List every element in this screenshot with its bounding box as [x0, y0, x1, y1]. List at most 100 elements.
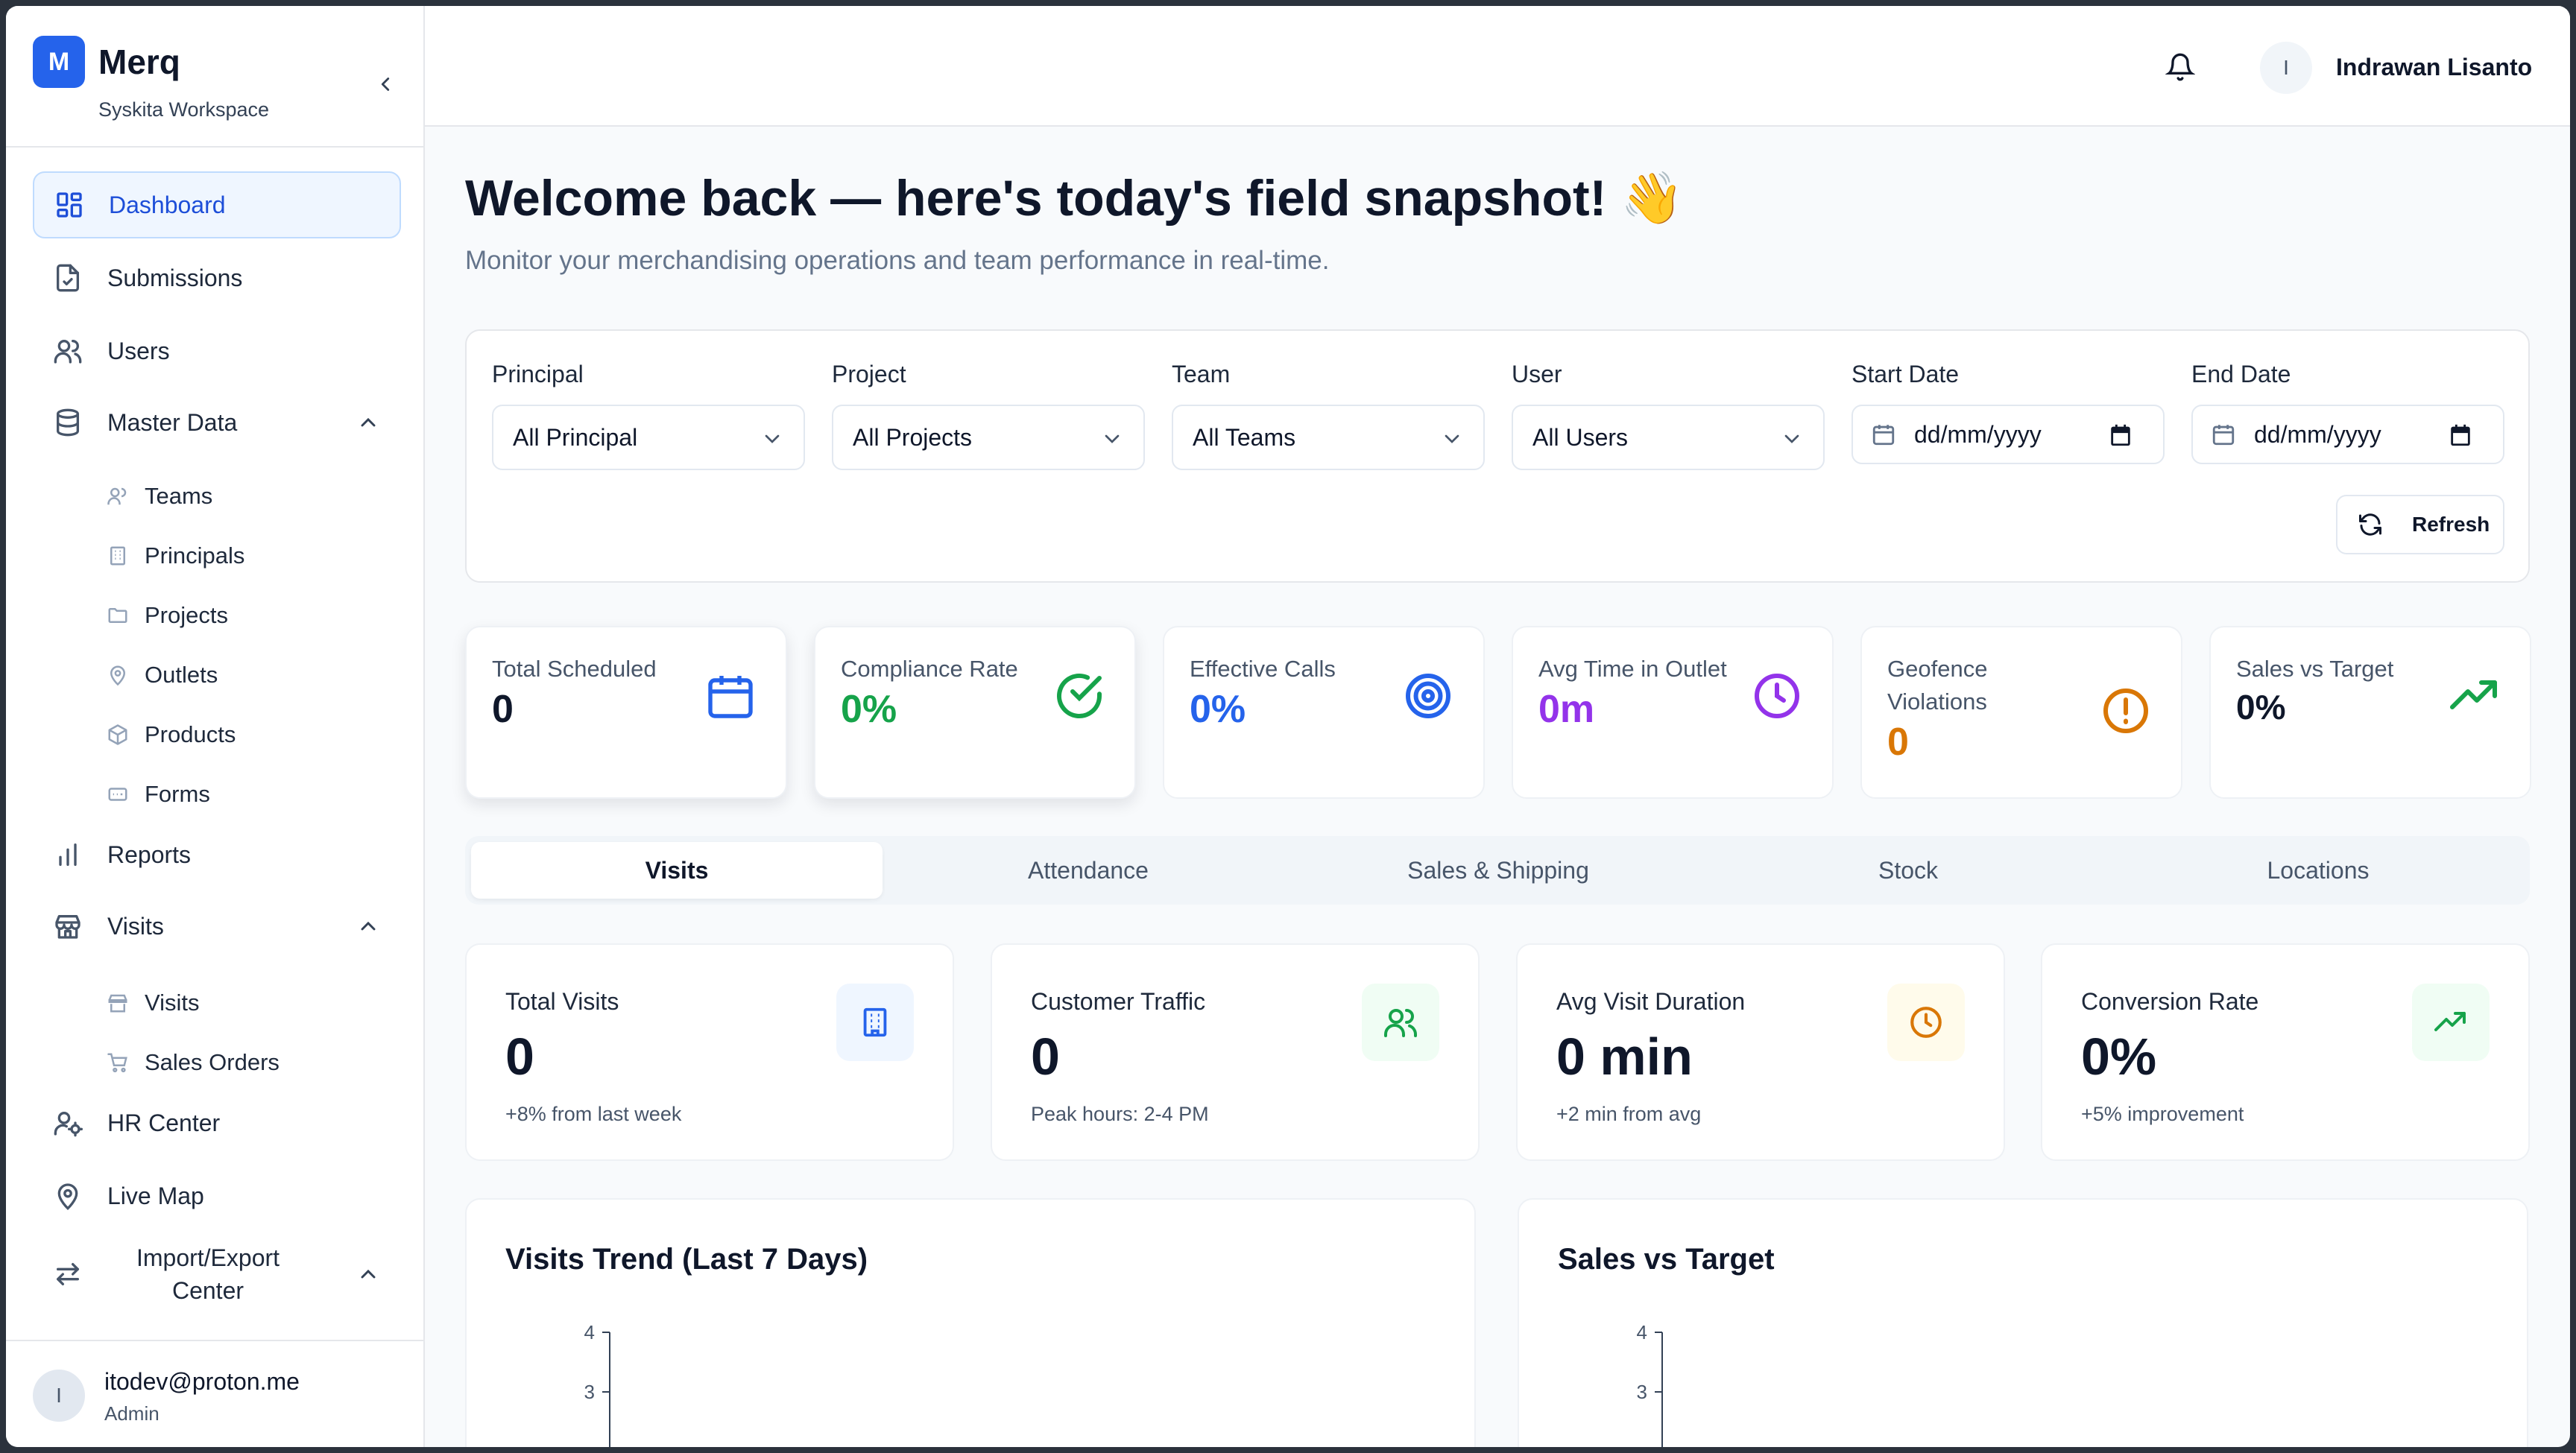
project-select[interactable]: All Projects [832, 405, 1145, 470]
kpi-card-sales-vs-target: Sales vs Target 0% [2209, 626, 2531, 799]
bar-chart-icon [51, 838, 85, 872]
trending-up-icon [2434, 1012, 2466, 1031]
stat-card-avg-visit-duration: Avg Visit Duration 0 min +2 min from avg [1516, 943, 2005, 1161]
sidebar-item-dashboard[interactable]: Dashboard [33, 171, 401, 238]
sidebar-subitem-label: Principals [145, 542, 245, 569]
calendar-picker-icon[interactable] [2448, 422, 2473, 448]
stat-value: 0 [505, 1028, 534, 1086]
sidebar-subitem-teams[interactable]: Teams [104, 474, 402, 519]
y-tick-label: 3 [584, 1381, 595, 1403]
start-date-input[interactable]: dd/mm/yyyy [1852, 405, 2165, 464]
kpi-title: Effective Calls [1190, 656, 1336, 682]
stat-subtext: +5% improvement [2081, 1103, 2244, 1125]
sidebar-subitem-projects[interactable]: Projects [104, 593, 402, 638]
filter-label: Project [832, 361, 906, 387]
sidebar-subitem-sales-orders[interactable]: Sales Orders [104, 1040, 402, 1085]
stat-icon-box [1887, 984, 1965, 1061]
refresh-button[interactable]: Refresh [2336, 495, 2504, 554]
sidebar-subitem-visits[interactable]: Visits [104, 981, 402, 1025]
dashboard-grid-icon [52, 188, 86, 222]
sidebar-item-hr-center[interactable]: HR Center [33, 1089, 401, 1156]
tab-attendance[interactable]: Attendance [1028, 856, 1149, 884]
user-select[interactable]: All Users [1512, 405, 1825, 470]
sidebar-subitem-forms[interactable]: Forms [104, 772, 402, 817]
filter-end-date: End Date dd/mm/yyyy [2191, 361, 2504, 464]
kpi-value: 0m [1538, 688, 1595, 731]
sidebar-item-users[interactable]: Users [33, 317, 401, 384]
map-pin-icon [51, 1179, 85, 1213]
y-tick-label: 4 [584, 1321, 595, 1343]
calendar-picker-icon[interactable] [2108, 422, 2133, 448]
sidebar-user-footer[interactable]: I itodev@proton.me Admin [6, 1340, 423, 1447]
sidebar-subitem-label: Teams [145, 483, 213, 509]
building-icon [104, 542, 131, 569]
tab-locations[interactable]: Locations [2267, 856, 2370, 884]
sidebar-subitem-label: Outlets [145, 662, 218, 688]
sidebar-item-master-data[interactable]: Master Data [33, 389, 401, 456]
stat-row: Total Visits 0 +8% from last week Custom… [465, 943, 2530, 1161]
stat-value: 0% [2081, 1028, 2157, 1086]
stat-icon-box [2412, 984, 2490, 1061]
topbar: I Indrawan Lisanto [425, 6, 2570, 127]
tab-stock[interactable]: Stock [1878, 856, 1939, 884]
brand-logo: M [33, 36, 85, 88]
sidebar-item-label: Dashboard [109, 191, 226, 218]
user-name[interactable]: Indrawan Lisanto [2336, 54, 2533, 80]
chart-card-visits-trend: Visits Trend (Last 7 Days) 4 3 [465, 1198, 1476, 1447]
avatar[interactable]: I [2260, 42, 2312, 94]
sidebar-item-live-map[interactable]: Live Map [33, 1162, 401, 1229]
filter-start-date: Start Date dd/mm/yyyy [1852, 361, 2165, 464]
calendar-icon [708, 676, 753, 718]
filter-label: End Date [2191, 361, 2291, 387]
sidebar-subitem-principals[interactable]: Principals [104, 534, 402, 578]
stat-title: Total Visits [505, 988, 619, 1015]
stat-subtext: +2 min from avg [1556, 1103, 1702, 1125]
select-value: All Teams [1193, 423, 1296, 451]
sidebar-subitem-outlets[interactable]: Outlets [104, 653, 402, 697]
select-value: All Principal [513, 423, 638, 451]
filter-project: Project All Projects [832, 361, 1145, 470]
sidebar: M Merq Syskita Workspace Dashboard Submi… [6, 6, 425, 1447]
bell-icon [2165, 53, 2196, 81]
y-tick-label: 4 [1637, 1321, 1647, 1343]
tab-sales-shipping[interactable]: Sales & Shipping [1407, 856, 1589, 884]
target-icon [1406, 674, 1450, 718]
end-date-input[interactable]: dd/mm/yyyy [2191, 405, 2504, 464]
chart-title: Sales vs Target [1558, 1243, 1775, 1276]
sidebar-item-reports[interactable]: Reports [33, 821, 401, 888]
sidebar-item-import-export-center[interactable]: Import/Export Center [33, 1229, 401, 1319]
kpi-card-effective-calls: Effective Calls 0% [1163, 626, 1485, 799]
team-select[interactable]: All Teams [1172, 405, 1485, 470]
stat-value: 0 min [1556, 1028, 1693, 1086]
kpi-card-avg-time-in-outlet: Avg Time in Outlet 0m [1512, 626, 1834, 799]
sidebar-item-submissions[interactable]: Submissions [33, 244, 401, 311]
store-icon [104, 990, 131, 1016]
kpi-title: Compliance Rate [841, 656, 1018, 682]
tab-visits[interactable]: Visits [471, 842, 883, 899]
stat-title: Avg Visit Duration [1556, 988, 1746, 1015]
sidebar-item-label: HR Center [107, 1109, 221, 1136]
folder-icon [104, 602, 131, 629]
workspace-name: Syskita Workspace [98, 98, 270, 121]
stat-subtext: Peak hours: 2-4 PM [1031, 1103, 1209, 1125]
select-value: All Projects [853, 423, 973, 451]
chart-axes: 4 3 [584, 1321, 610, 1447]
clock-icon [1755, 674, 1799, 718]
page-title: Welcome back — here's today's field snap… [465, 170, 1684, 227]
kpi-row: Total Scheduled 0 Compliance Rate 0% Eff… [465, 626, 2531, 799]
sidebar-item-visits[interactable]: Visits [33, 893, 401, 960]
stat-value: 0 [1031, 1028, 1060, 1086]
form-icon [104, 781, 131, 808]
stat-card-customer-traffic: Customer Traffic 0 Peak hours: 2-4 PM [991, 943, 1480, 1161]
kpi-value: 0% [841, 688, 897, 731]
users-icon [104, 483, 131, 510]
stat-title: Conversion Rate [2081, 988, 2259, 1015]
principal-select[interactable]: All Principal [492, 405, 805, 470]
date-placeholder: dd/mm/yyyy [1914, 420, 2042, 448]
sidebar-subitem-products[interactable]: Products [104, 712, 402, 757]
collapse-sidebar-button[interactable] [367, 66, 404, 103]
check-circle-icon [1057, 674, 1102, 719]
users-icon [51, 334, 85, 368]
notifications-button[interactable] [2165, 52, 2196, 82]
kpi-value: 0 [492, 688, 514, 731]
